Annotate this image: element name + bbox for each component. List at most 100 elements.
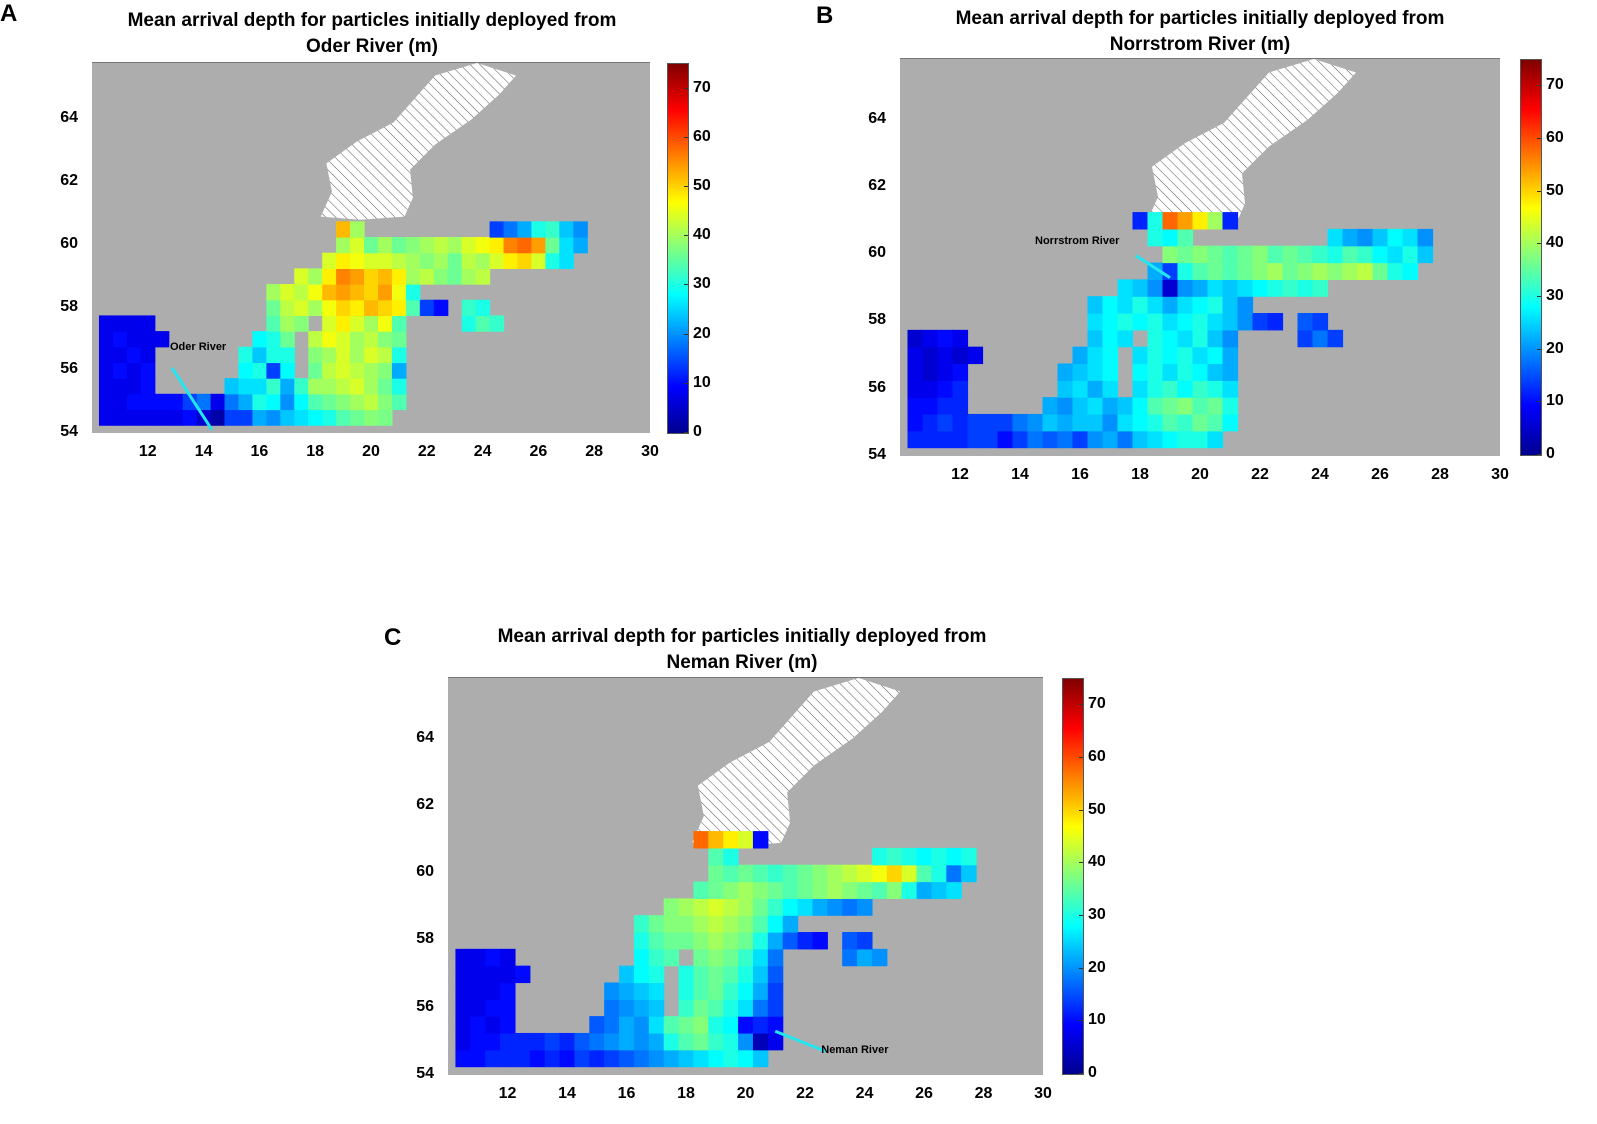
- heatmap-cell: [336, 331, 351, 348]
- heatmap-cell: [1222, 397, 1239, 415]
- heatmap-cell: [871, 948, 888, 967]
- colorbar-tick-label: 0: [693, 423, 702, 440]
- heatmap-cell: [350, 299, 365, 317]
- heatmap-cell: [168, 409, 184, 426]
- heatmap-cell: [461, 237, 477, 254]
- heatmap-cell: [475, 315, 491, 332]
- heatmap-cell: [678, 965, 695, 984]
- heatmap-cell: [364, 346, 379, 364]
- heatmap-cell: [1207, 262, 1224, 280]
- heatmap-cell: [308, 409, 323, 426]
- heatmap-cell: [350, 237, 365, 254]
- heatmap-cell: [475, 252, 491, 269]
- heatmap-cell: [782, 932, 799, 950]
- heatmap-cell: [294, 284, 309, 301]
- colorbar-tick-label: 30: [1546, 287, 1564, 304]
- heatmap-cell: [531, 252, 546, 269]
- heatmap-cell: [1327, 228, 1344, 247]
- heatmap-cell: [752, 948, 769, 967]
- heatmap-cell: [1132, 279, 1149, 297]
- heatmap-cell: [461, 252, 477, 269]
- heatmap-cell: [350, 409, 365, 426]
- heatmap-cell: [470, 982, 486, 1000]
- heatmap-cell: [708, 1032, 724, 1051]
- heatmap-cell: [322, 393, 337, 411]
- heatmap-cell: [500, 1032, 516, 1051]
- heatmap-cell: [997, 430, 1014, 449]
- heatmap-cell: [1162, 279, 1179, 297]
- colorbar-tick-label: 10: [693, 373, 711, 391]
- heatmap-cell: [1147, 228, 1164, 247]
- heatmap-cell: [633, 915, 650, 933]
- colorbar-tick-mark: [1079, 757, 1083, 758]
- heatmap-cell: [364, 393, 379, 411]
- heatmap-cell: [797, 932, 814, 950]
- colorbar: [667, 63, 689, 434]
- x-tick-label: 26: [1371, 466, 1389, 483]
- heatmap-cell: [907, 397, 924, 415]
- heatmap-cell: [485, 982, 501, 1000]
- heatmap-cell: [1207, 279, 1224, 297]
- heatmap-cell: [294, 268, 309, 285]
- x-tick-label: 24: [1311, 466, 1329, 483]
- colorbar-tick-mark: [1079, 915, 1083, 916]
- heatmap-cell: [752, 932, 769, 950]
- heatmap-cell: [112, 315, 128, 332]
- y-tick-label: 62: [868, 176, 886, 194]
- heatmap-cell: [1192, 363, 1209, 381]
- heatmap-cell: [1402, 262, 1419, 280]
- heatmap-cell: [1132, 397, 1149, 415]
- heatmap-cell: [405, 252, 421, 269]
- heatmap-cell: [1252, 313, 1269, 331]
- heatmap-cell: [782, 864, 799, 883]
- river-pointer-line: [1135, 254, 1171, 279]
- heatmap-cell: [907, 380, 924, 398]
- heatmap-cell: [842, 881, 858, 899]
- heatmap-cell: [1132, 430, 1149, 449]
- heatmap-cell: [952, 346, 969, 365]
- heatmap-cell: [767, 1032, 784, 1051]
- chart-title: Mean arrival depth for particles initial…: [900, 6, 1500, 58]
- heatmap-cell: [266, 378, 281, 395]
- heatmap-cell: [961, 847, 977, 866]
- heatmap-cell: [1192, 346, 1209, 365]
- heatmap-cell: [738, 999, 754, 1017]
- heatmap-cell: [308, 393, 323, 411]
- heatmap-cell: [336, 315, 351, 332]
- heatmap-cell: [1342, 245, 1359, 264]
- heatmap-cell: [336, 409, 351, 426]
- heatmap-cell: [1012, 430, 1029, 449]
- heatmap-cell: [1207, 212, 1224, 230]
- heatmap-cell: [500, 1049, 516, 1068]
- heatmap-cell: [112, 331, 128, 348]
- heatmap-cell: [294, 409, 309, 426]
- heatmap-cell: [1162, 245, 1179, 264]
- heatmap-cell: [461, 299, 477, 317]
- heatmap-cell: [364, 252, 379, 269]
- heatmap-cell: [1162, 413, 1179, 432]
- heatmap-cell: [322, 252, 337, 269]
- y-tick-label: 64: [60, 109, 78, 127]
- heatmap-cell: [738, 965, 754, 984]
- heatmap-cell: [1222, 313, 1239, 331]
- y-tick-label: 54: [416, 1065, 434, 1082]
- heatmap-cell: [1087, 363, 1104, 381]
- heatmap-cell: [663, 1049, 680, 1068]
- heatmap-cell: [280, 284, 295, 301]
- heatmap-cell: [663, 932, 680, 950]
- heatmap-cell: [782, 881, 799, 899]
- heatmap-cell: [1147, 212, 1164, 230]
- heatmap-cell: [126, 315, 142, 332]
- heatmap-cell: [693, 915, 709, 933]
- heatmap-cell: [1117, 296, 1134, 314]
- heatmap-cell: [470, 1032, 486, 1051]
- hatched-unreached-region: [691, 678, 901, 847]
- y-tick-label: 62: [416, 795, 434, 813]
- heatmap-cell: [708, 898, 724, 916]
- heatmap-cell: [922, 346, 939, 365]
- heatmap-cell: [842, 932, 858, 950]
- heatmap-cell: [1147, 413, 1164, 432]
- heatmap-cell: [391, 346, 407, 364]
- heatmap-cell: [633, 948, 650, 967]
- heatmap-cell: [224, 393, 240, 411]
